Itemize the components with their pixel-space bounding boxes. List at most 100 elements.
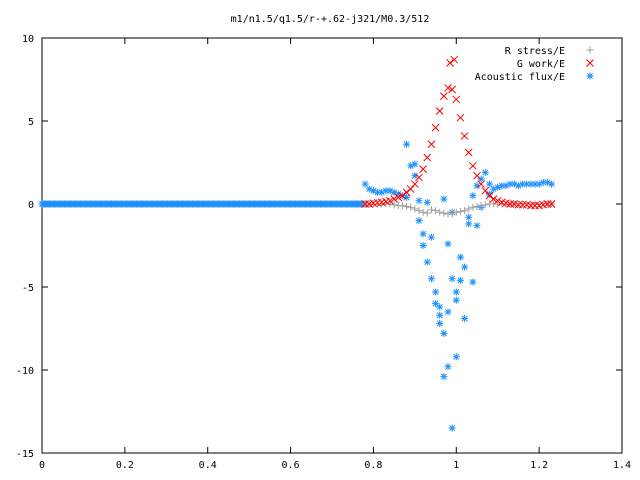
series-2: [38, 140, 556, 432]
data-point: [464, 148, 473, 157]
data-point: [423, 153, 432, 162]
data-point: [423, 258, 431, 266]
data-point: [436, 311, 444, 319]
data-point: [473, 202, 481, 210]
data-point: [469, 278, 477, 286]
data-point: [440, 209, 448, 217]
data-point: [469, 161, 477, 170]
data-point: [415, 173, 423, 182]
data-point: [465, 205, 473, 213]
y-tick-label: 10: [22, 34, 34, 45]
data-point: [403, 202, 411, 210]
data-point: [456, 276, 464, 284]
data-point: [452, 353, 460, 361]
data-point: [465, 220, 473, 228]
data-point: [419, 242, 427, 249]
x-tick-label: 0.6: [282, 460, 300, 471]
legend: R stress/E G work/E Acoustic flux/E: [475, 46, 594, 83]
data-point: [415, 197, 423, 205]
data-point: [489, 195, 498, 203]
data-point: [452, 288, 460, 296]
data-point: [477, 202, 485, 210]
legend-marker: [586, 59, 594, 67]
data-point: [481, 186, 490, 195]
data-point: [469, 192, 477, 200]
data-point: [440, 92, 448, 100]
x-tick-label: 0.4: [199, 460, 217, 471]
data-point: [477, 175, 485, 183]
data-point: [390, 201, 398, 209]
data-point: [461, 315, 469, 323]
data-point: [481, 168, 489, 176]
data-point: [427, 206, 435, 214]
y-tick-label: 5: [28, 117, 34, 128]
data-point: [448, 210, 456, 218]
data-point: [407, 203, 415, 211]
data-point: [444, 308, 452, 316]
data-point: [431, 123, 440, 132]
data-point: [461, 207, 469, 215]
data-point: [446, 59, 454, 67]
data-marks: [38, 55, 556, 432]
data-point: [423, 198, 431, 206]
data-point: [419, 165, 427, 173]
data-point: [402, 188, 411, 197]
data-point: [547, 200, 556, 208]
legend-marker: [586, 46, 594, 54]
x-tick-label: 0.8: [364, 460, 382, 471]
data-point: [448, 275, 456, 283]
data-point: [423, 209, 431, 217]
data-point: [435, 107, 444, 115]
data-point: [436, 303, 444, 311]
data-point: [485, 190, 493, 198]
data-point: [440, 195, 448, 203]
series-0: [361, 200, 556, 218]
data-point: [448, 424, 456, 432]
y-tick-label: -5: [22, 283, 34, 294]
data-point: [427, 275, 435, 283]
data-point: [427, 233, 435, 241]
legend-label: R stress/E: [505, 46, 565, 57]
data-point: [452, 208, 460, 216]
data-point: [461, 263, 469, 271]
y-tick-label: -10: [16, 366, 34, 377]
data-point: [473, 222, 481, 230]
data-point: [460, 132, 469, 140]
data-point: [456, 113, 465, 122]
data-point: [485, 180, 493, 188]
x-tick-label: 0.2: [116, 460, 134, 471]
x-tick-label: 1: [453, 460, 459, 471]
x-tick-label: 1.4: [613, 460, 631, 471]
plot-frame: [41, 37, 623, 454]
data-point: [444, 363, 452, 371]
data-point: [452, 95, 461, 104]
data-point: [390, 195, 398, 203]
axes: 0 0.2 0.4 0.6 0.8 1 1.2 1.4 10 5 0 -5 -10 -15: [16, 34, 631, 471]
data-point: [427, 140, 436, 149]
legend-label: Acoustic flux/E: [475, 72, 565, 83]
data-point: [481, 201, 489, 209]
data-point: [411, 160, 419, 168]
data-point: [436, 208, 444, 216]
data-point: [485, 191, 494, 200]
y-tick-label: 0: [28, 200, 34, 211]
data-point: [403, 140, 411, 148]
data-point: [440, 329, 448, 337]
data-point: [444, 83, 452, 92]
data-point: [432, 288, 440, 296]
data-point: [361, 180, 369, 188]
data-point: [398, 202, 406, 210]
data-point: [548, 180, 556, 188]
y-tick-label: -15: [16, 449, 34, 460]
data-point: [411, 205, 419, 213]
data-point: [456, 207, 464, 215]
data-point: [436, 320, 444, 328]
data-point: [432, 207, 440, 215]
chart-title: m1/n1.5/q1.5/r-+.62-j321/M0.3/512: [231, 14, 430, 25]
data-point: [477, 180, 485, 188]
data-point: [432, 300, 440, 308]
data-point: [452, 296, 460, 304]
x-tick-label: 0: [39, 460, 45, 471]
data-point: [415, 207, 423, 215]
series-1: [361, 55, 556, 210]
